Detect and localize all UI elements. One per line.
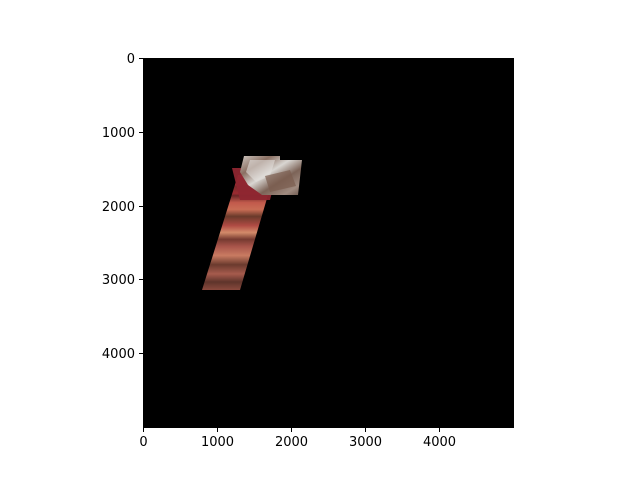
x-axis (143, 427, 440, 432)
x-tick-label: 4000 (423, 435, 456, 450)
y-axis (139, 58, 144, 354)
axes-frame (143, 58, 514, 428)
x-tick-label: 2000 (275, 435, 308, 450)
x-tick-label: 1000 (201, 435, 234, 450)
y-tick-label: 1000 (102, 126, 135, 141)
x-tick-label: 3000 (349, 435, 382, 450)
y-tick-label: 2000 (102, 200, 135, 215)
y-tick-label: 0 (127, 52, 135, 67)
swath-upper-detail-2 (265, 170, 296, 192)
image-area (143, 58, 514, 428)
y-tick-label: 4000 (102, 347, 135, 362)
swath-lower-strip (202, 175, 268, 290)
x-tick-label: 0 (139, 435, 147, 450)
y-tick-label: 3000 (102, 273, 135, 288)
